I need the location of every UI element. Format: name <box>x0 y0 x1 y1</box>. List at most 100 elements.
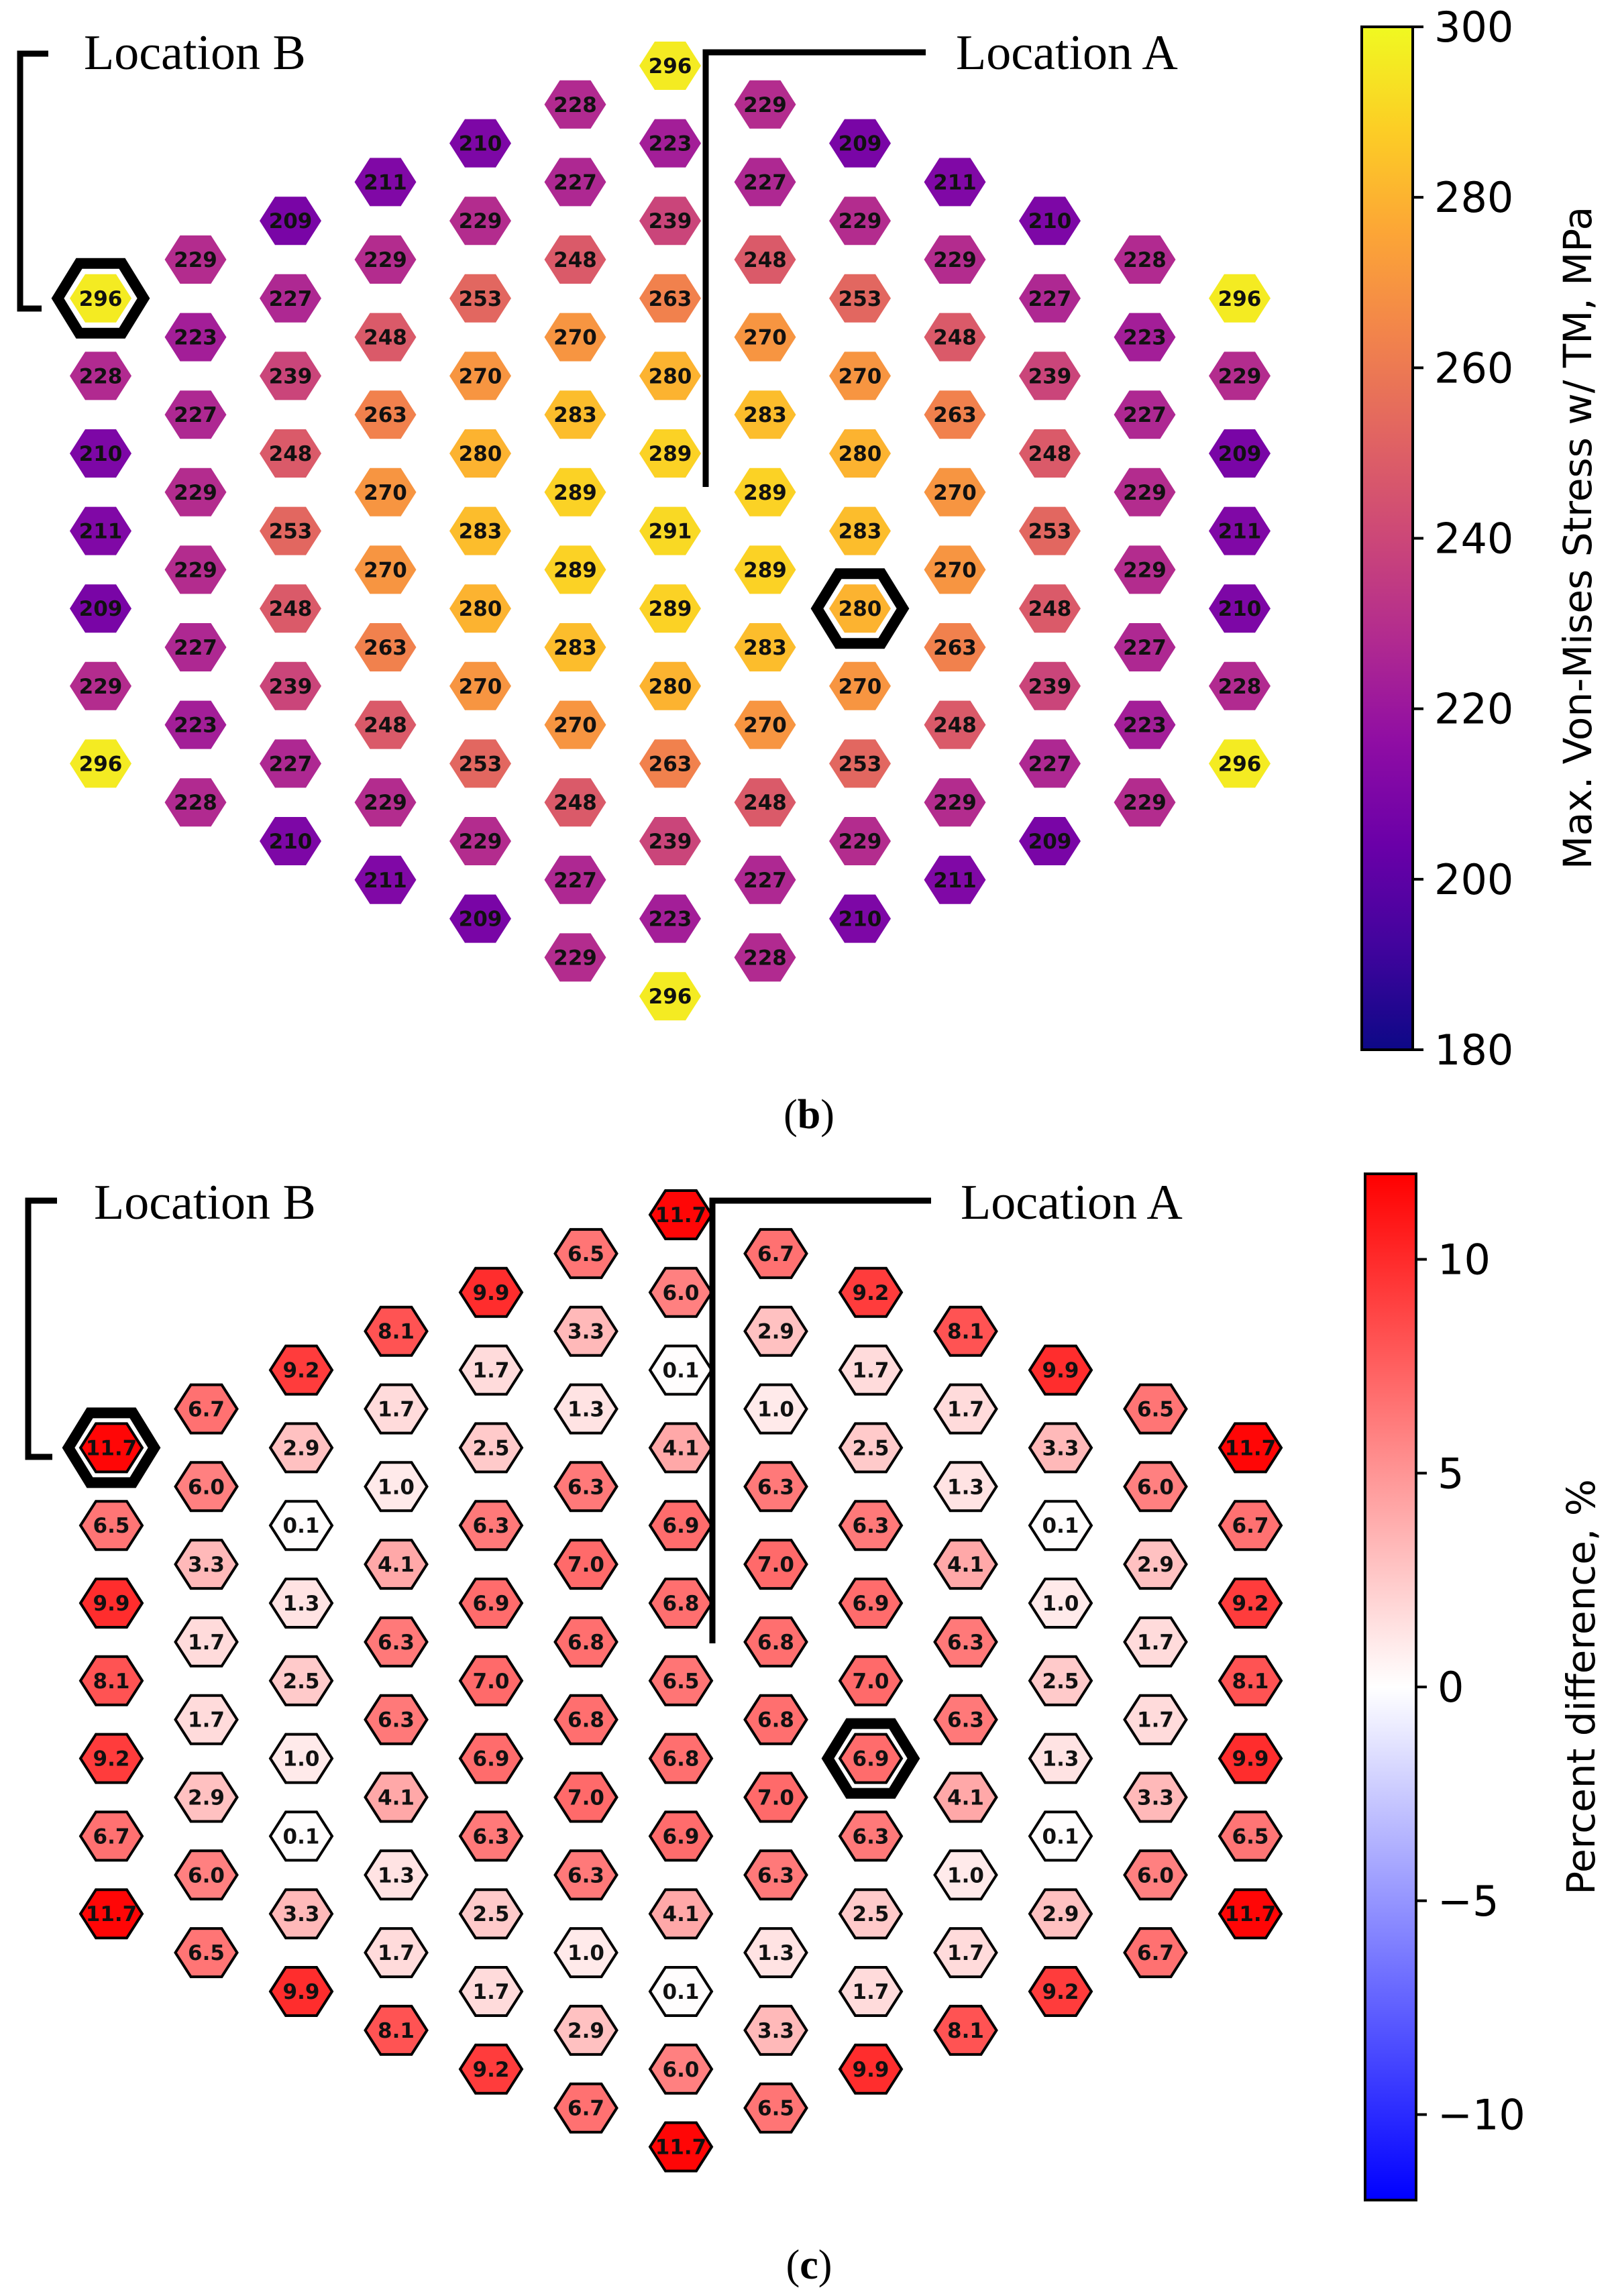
panel-b-caption-letter: b <box>798 1092 820 1138</box>
hex-cell: 229 <box>924 235 986 284</box>
hex-cell: 8.1 <box>364 1305 429 1357</box>
hex-cell-fill <box>544 80 606 129</box>
hex-cell-fill <box>458 1888 524 1940</box>
hex-cell: 210 <box>70 429 131 478</box>
hex-cell-fill <box>933 1461 998 1513</box>
hex-cell: 227 <box>164 390 227 439</box>
location-b-label-b: Location B <box>84 25 306 80</box>
hex-cell-value: 253 <box>839 752 882 776</box>
hex-cell: 6.3 <box>933 1694 998 1745</box>
hex-cell-value: 1.3 <box>1042 1747 1079 1771</box>
hex-cell-fill <box>174 1927 239 1979</box>
hex-cell-value: 1.3 <box>757 1941 794 1965</box>
hex-cell: 211 <box>924 855 986 904</box>
hex-cell-value: 2.9 <box>757 1320 794 1344</box>
hex-cell-fill <box>449 429 511 478</box>
hex-cell: 1.7 <box>364 1927 429 1979</box>
hex-cell-value: 211 <box>933 869 977 893</box>
hex-cell-fill <box>164 313 227 362</box>
hex-cell-fill <box>639 197 701 245</box>
hex-cell-value: 229 <box>933 248 977 272</box>
hex-cell-value: 2.5 <box>473 1902 510 1926</box>
hex-cell: 211 <box>354 158 417 207</box>
hex-cell-fill <box>734 778 796 827</box>
hex-cell: 227 <box>1114 623 1176 671</box>
hex-cell-value: 6.3 <box>473 1824 510 1849</box>
hex-cell-fill <box>268 1578 334 1629</box>
hex-cell-fill <box>1123 1461 1188 1513</box>
hex-cell-value: 6.3 <box>947 1631 984 1655</box>
hex-cell-fill <box>924 468 986 516</box>
hex-cell-value: 1.3 <box>378 1863 415 1888</box>
hex-cell-fill <box>544 545 606 594</box>
hex-cell: 9.2 <box>838 1266 904 1318</box>
hex-cell-value: 4.1 <box>378 1553 415 1577</box>
hex-cell: 229 <box>354 778 417 827</box>
hex-cell-value: 227 <box>1028 287 1072 311</box>
hex-cell-fill <box>364 1771 429 1823</box>
hex-cell-value: 210 <box>1218 597 1262 621</box>
hex-cell: 210 <box>829 894 891 943</box>
hex-cell: 270 <box>734 700 796 749</box>
hex-cell-value: 239 <box>649 830 692 854</box>
hex-cell-value: 0.1 <box>283 1824 320 1849</box>
hex-cell-fill <box>1209 584 1271 633</box>
hex-cell: 4.1 <box>364 1539 429 1590</box>
hex-cell: 3.3 <box>1028 1422 1093 1474</box>
hex-cell-value: 280 <box>649 364 692 388</box>
hex-cell-fill <box>70 429 131 478</box>
hex-cell-value: 227 <box>1123 403 1167 427</box>
hex-cell-fill <box>1114 235 1176 284</box>
hex-cell-fill <box>1114 778 1176 827</box>
hex-cell-value: 248 <box>1028 597 1072 621</box>
hex-cell-value: 11.7 <box>86 1902 138 1926</box>
hex-cell: 6.0 <box>1123 1461 1188 1513</box>
hex-cell: 248 <box>734 778 796 827</box>
hex-cell-value: 1.7 <box>188 1631 225 1655</box>
hex-cell: 3.3 <box>743 2004 808 2056</box>
hex-cell-value: 7.0 <box>757 1786 794 1810</box>
hex-cell-fill <box>78 1655 144 1706</box>
hex-cell: 8.1 <box>78 1655 144 1706</box>
hex-cell-value: 6.9 <box>663 1824 700 1849</box>
hex-cell-fill <box>1209 506 1271 555</box>
hex-cell-fill <box>734 855 796 904</box>
hex-cell: 253 <box>829 274 891 323</box>
hex-cell-value: 8.1 <box>1232 1670 1269 1694</box>
hex-cell-fill <box>924 778 986 827</box>
hex-cell-fill <box>734 390 796 439</box>
hex-cell-fill <box>354 778 417 827</box>
hex-cell: 1.7 <box>838 1966 904 2017</box>
hex-cell-fill <box>354 158 417 207</box>
hex-cell-value: 223 <box>174 714 217 738</box>
hex-cell-value: 6.3 <box>568 1863 604 1888</box>
hex-cell: 1.7 <box>933 1927 998 1979</box>
hex-cell: 289 <box>639 584 701 633</box>
hex-cell: 9.2 <box>1218 1578 1283 1629</box>
hex-cell-value: 289 <box>553 481 597 505</box>
hex-cell-value: 4.1 <box>947 1786 984 1810</box>
hex-cell-value: 4.1 <box>947 1553 984 1577</box>
hex-cell: 3.3 <box>268 1888 334 1940</box>
hex-cell: 248 <box>924 313 986 362</box>
hex-cell-value: 2.5 <box>283 1670 320 1694</box>
hex-cell-fill <box>553 1849 618 1901</box>
hex-cell: 229 <box>164 545 227 594</box>
hex-cell-value: 7.0 <box>568 1786 604 1810</box>
hex-cell-value: 296 <box>1218 752 1262 776</box>
hex-cell-fill <box>1028 1966 1093 2017</box>
hex-cell: 223 <box>1114 313 1176 362</box>
hex-cell-value: 253 <box>839 287 882 311</box>
hex-cell-fill <box>1123 1383 1188 1435</box>
hex-cell: 263 <box>354 390 417 439</box>
hex-cell-value: 6.0 <box>188 1475 225 1499</box>
hex-cell: 9.2 <box>268 1344 334 1396</box>
hex-cell-value: 248 <box>364 714 407 738</box>
colorbar-tick-label: 200 <box>1434 855 1513 904</box>
hex-cell-fill <box>260 429 321 478</box>
hex-cell-fill <box>1019 506 1081 555</box>
hex-cell-value: 9.9 <box>473 1281 510 1305</box>
hex-cell-value: 227 <box>1123 636 1167 660</box>
location-a-leader-c <box>709 1197 931 1643</box>
